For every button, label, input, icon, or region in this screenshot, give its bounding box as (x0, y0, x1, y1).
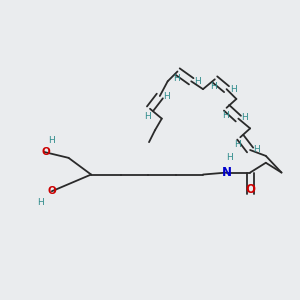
Text: H: H (253, 146, 260, 154)
Text: H: H (226, 153, 233, 162)
Text: H: H (222, 111, 229, 120)
Text: H: H (172, 74, 179, 83)
Text: H: H (194, 77, 201, 86)
Text: H: H (235, 140, 241, 149)
Text: H: H (210, 82, 217, 91)
Text: O: O (245, 183, 255, 196)
Text: H: H (241, 112, 247, 122)
Text: H: H (163, 92, 170, 100)
Text: H: H (144, 112, 150, 121)
Text: O: O (41, 147, 50, 157)
Text: O: O (47, 186, 56, 196)
Text: H: H (37, 198, 44, 207)
Text: H: H (230, 85, 236, 94)
Text: H: H (49, 136, 55, 145)
Text: N: N (222, 166, 232, 179)
